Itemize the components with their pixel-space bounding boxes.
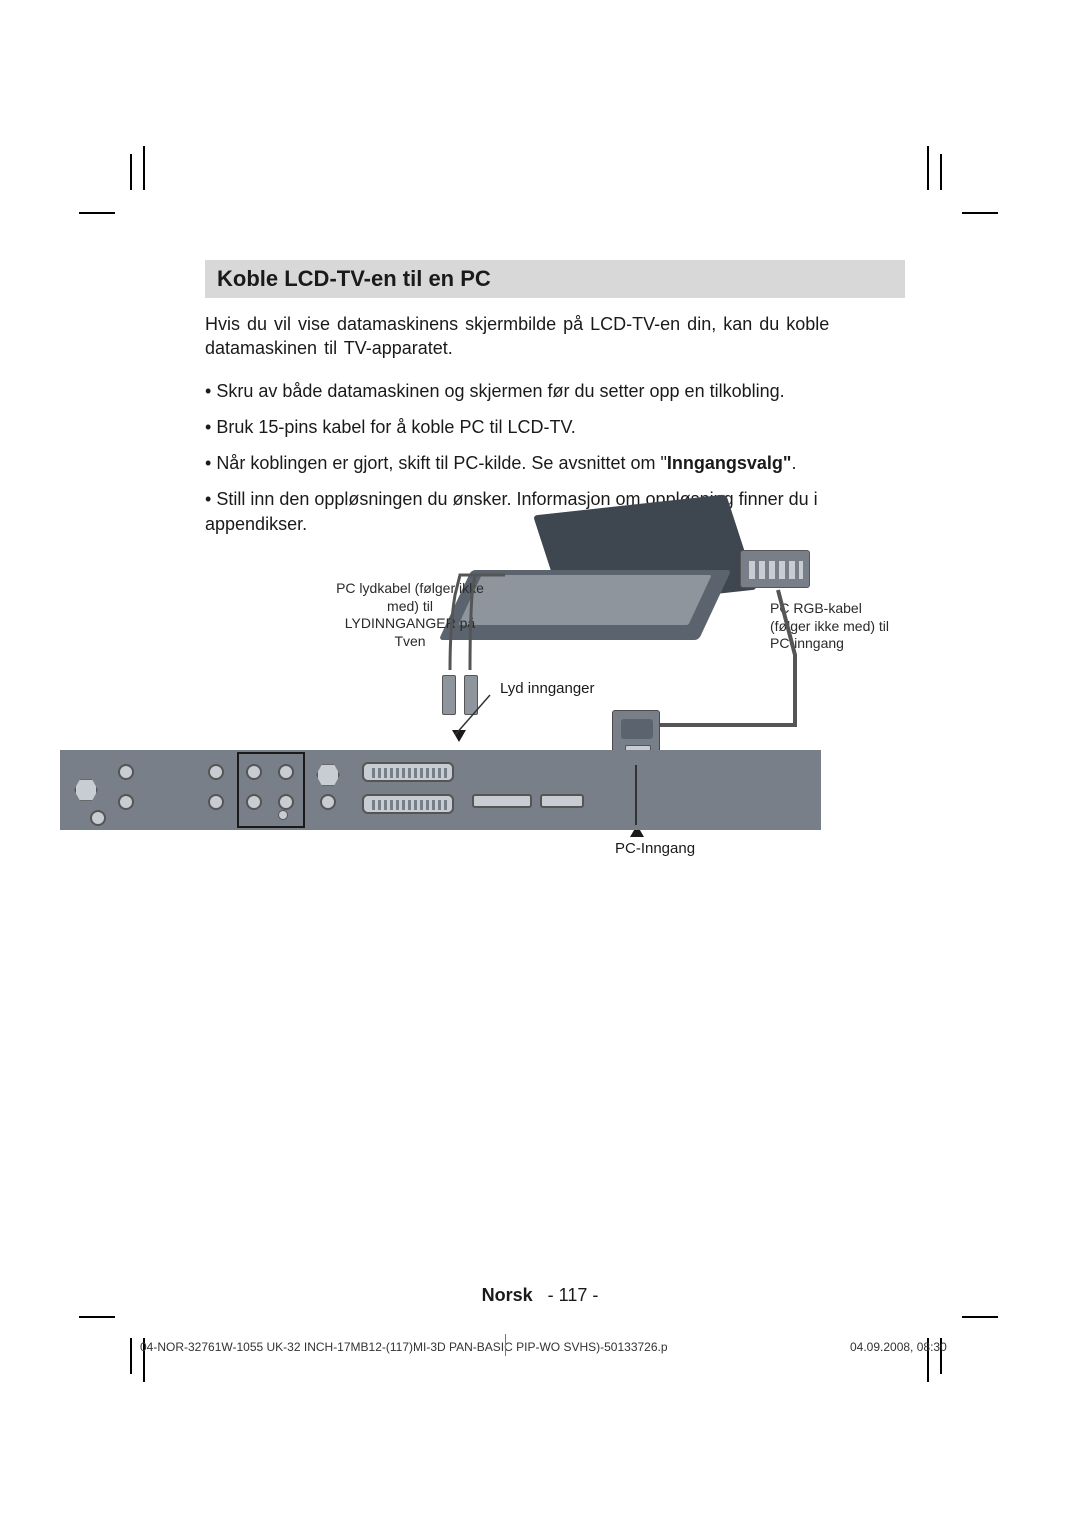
section-title: Koble LCD-TV-en til en PC <box>205 260 905 298</box>
audio-input-highlight <box>237 752 305 828</box>
audio-jack-icon <box>442 675 456 715</box>
tv-back-panel-right <box>585 750 821 830</box>
audio-jack-icon <box>464 675 478 715</box>
intro-paragraph: Hvis du vil vise datamaskinens skjermbil… <box>205 312 905 361</box>
instruction-item: Bruk 15-pins kabel for å koble PC til LC… <box>205 415 905 439</box>
instruction-item: Når koblingen er gjort, skift til PC-kil… <box>205 451 905 475</box>
footer-page-number: - 117 - <box>548 1285 599 1305</box>
footer-docline: 04-NOR-32761W-1055 UK-32 INCH-17MB12-(11… <box>140 1340 668 1354</box>
pc-input-label: PC-Inngang <box>615 840 695 857</box>
tv-back-panel-left <box>60 750 585 830</box>
laptop-keyboard <box>458 575 711 625</box>
pc-port-block <box>740 550 810 588</box>
audio-cable-label: PC lydkabel (følger ikke med) til LYDINN… <box>330 580 490 650</box>
audio-inputs-text: Lyd innganger <box>500 680 595 697</box>
footer-timestamp: 04.09.2008, 08:30 <box>850 1340 947 1354</box>
connection-diagram: PC lydkabel (følger ikke med) til LYDINN… <box>60 505 840 965</box>
audio-inputs-label: Lyd innganger <box>500 680 595 698</box>
footer-language: Norsk <box>482 1285 533 1305</box>
rgb-cable-label: PC RGB-kabel (følger ikke med) til PC-in… <box>770 600 900 653</box>
content-block: Koble LCD-TV-en til en PC Hvis du vil vi… <box>205 260 905 536</box>
footer-divider <box>505 1334 506 1356</box>
bold-term: Inngangsvalg" <box>667 453 792 473</box>
manual-page: Koble LCD-TV-en til en PC Hvis du vil vi… <box>0 0 1080 1527</box>
arrow-down-icon <box>452 730 466 742</box>
page-footer: Norsk - 117 - <box>0 1285 1080 1306</box>
instruction-item: Skru av både datamaskinen og skjermen fø… <box>205 379 905 403</box>
